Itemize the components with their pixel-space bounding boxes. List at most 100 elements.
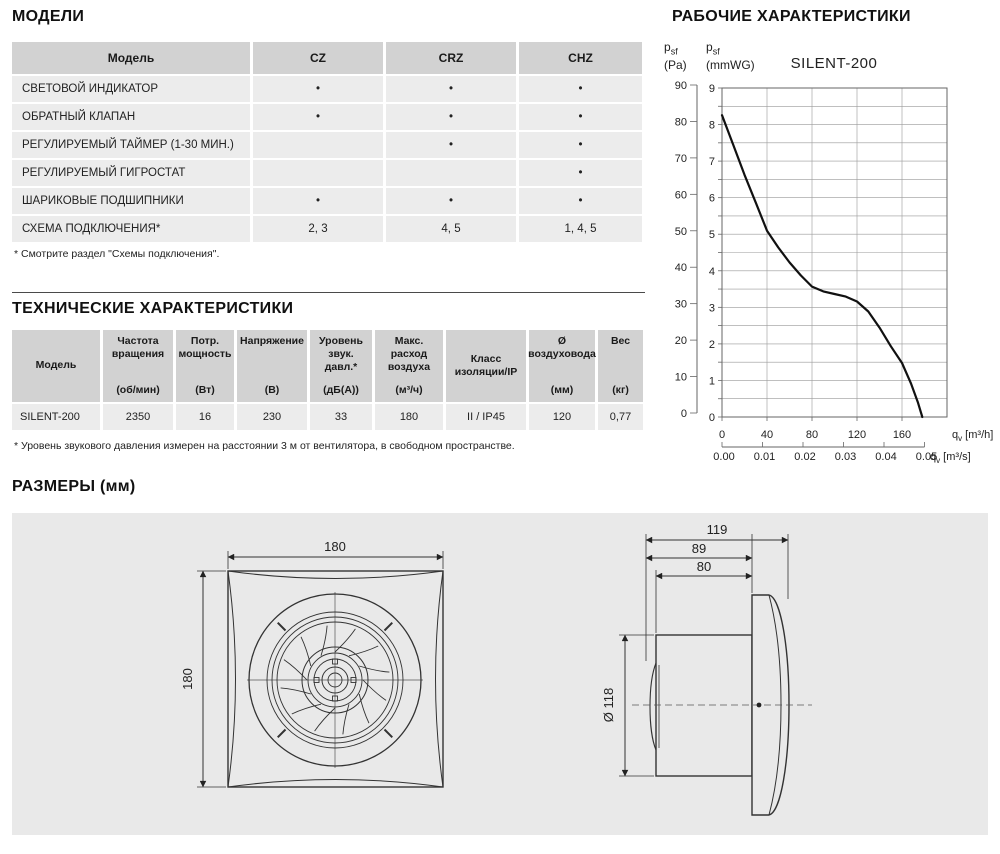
feature-cell: •: [386, 104, 516, 130]
axis-tick-label: 40: [761, 429, 773, 441]
fan-blades: [280, 625, 390, 735]
chart-mark: [348, 645, 379, 657]
x-axis-unit: qv [m³/h]: [952, 429, 993, 443]
feature-cell: •: [519, 160, 642, 186]
axis-tick-label: 3: [709, 302, 715, 314]
tech-cell-model: SILENT-200: [12, 404, 100, 430]
axis-tick-label: 0: [681, 408, 687, 420]
axis-tick-label: 50: [675, 226, 687, 238]
feature-label: ОБРАТНЫЙ КЛАПАН: [12, 104, 250, 130]
tech-cell: 33: [310, 404, 372, 430]
axis-tick-label: 80: [675, 116, 687, 128]
feature-cell: •: [386, 132, 516, 158]
axis-tick-label: 6: [709, 193, 715, 205]
axis-tick-label: 90: [675, 80, 687, 92]
feature-label: СХЕМА ПОДКЛЮЧЕНИЯ*: [12, 216, 250, 242]
tech-cell: 120: [529, 404, 595, 430]
chart-mark: [277, 728, 287, 738]
mmwg-axis-caption: psf (mmWG): [706, 40, 755, 72]
side-diameter-dim-label: Ø 118: [601, 688, 616, 722]
axis-tick-label: 0.05: [916, 451, 937, 463]
models-col-header: CRZ: [386, 42, 516, 74]
chart-mark: [320, 625, 328, 656]
section-divider: [12, 292, 645, 293]
feature-cell: 4, 5: [386, 216, 516, 242]
tech-section-title: ТЕХНИЧЕСКИЕ ХАРАКТЕРИСТИКИ: [12, 300, 294, 317]
axis-tick-label: 1: [709, 375, 715, 387]
tech-cell: 16: [176, 404, 234, 430]
axis-tick-label: 7: [709, 156, 715, 168]
axis-tick-label: 20: [675, 335, 687, 347]
axis-tick-label: 120: [848, 429, 866, 441]
chart-mark: [342, 704, 350, 735]
axis-tick-label: 5: [709, 229, 715, 241]
models-table: Модель CZ CRZ CHZ СВЕТОВОЙ ИНДИКАТОР • •…: [12, 42, 642, 242]
chart-mark: [314, 707, 336, 732]
axis-tick-label: 0.02: [794, 451, 815, 463]
x2-axis-unit: qv [m³/s]: [930, 451, 971, 465]
chart-mark: [359, 665, 390, 673]
feature-cell: 1, 4, 5: [519, 216, 642, 242]
performance-chart: SILENT-200 98765432109080706050403020100…: [675, 55, 994, 465]
axis-tick-label: 70: [675, 153, 687, 165]
axis-tick-label: 0.04: [875, 451, 896, 463]
tech-footnote: * Уровень звукового давления измерен на …: [14, 440, 515, 452]
tech-col-header: Напряжение (В): [237, 330, 307, 402]
axis-tick-label: 8: [709, 120, 715, 132]
chart-mark: [383, 622, 393, 632]
tech-cell: 180: [375, 404, 443, 430]
performance-section-title: РАБОЧИЕ ХАРАКТЕРИСТИКИ: [672, 8, 911, 25]
feature-label: РЕГУЛИРУЕМЫЙ ТАЙМЕР (1-30 МИН.): [12, 132, 250, 158]
tech-cell: 230: [237, 404, 307, 430]
axis-tick-label: 2: [709, 339, 715, 351]
feature-cell: 2, 3: [253, 216, 383, 242]
chart-curve: [720, 114, 924, 419]
dimensions-section-title: РАЗМЕРЫ (мм): [12, 478, 136, 495]
fan-side-view: [619, 534, 812, 816]
tech-col-header: Макс. расход воздуха (м³/ч): [375, 330, 443, 402]
drawing-panel-bg: [12, 513, 988, 835]
feature-cell: [253, 160, 383, 186]
chart-mark: [358, 693, 370, 724]
feature-cell: •: [386, 188, 516, 214]
chart-title: SILENT-200: [791, 55, 878, 72]
axis-tick-label: 60: [675, 189, 687, 201]
axis-tick-label: 0: [719, 429, 725, 441]
dimensions-drawing: 180 180 119 89 80 Ø 118: [12, 513, 988, 835]
feature-cell: •: [519, 188, 642, 214]
axis-tick-label: 0.01: [754, 451, 775, 463]
performance-curve: [720, 114, 924, 419]
tech-col-header: Модель: [12, 330, 100, 402]
side-mid-dim-label: 89: [692, 541, 706, 556]
feature-label: СВЕТОВОЙ ИНДИКАТОР: [12, 76, 250, 102]
chart-mark: [383, 728, 393, 738]
chart-mark: [280, 687, 311, 695]
feature-cell: •: [519, 104, 642, 130]
tech-cell: 2350: [103, 404, 173, 430]
feature-label: ШАРИКОВЫЕ ПОДШИПНИКИ: [12, 188, 250, 214]
tech-col-header: Класс изоляции/IP: [446, 330, 526, 402]
tech-cell: II / IP45: [446, 404, 526, 430]
side-depth-dim-label: 119: [707, 522, 728, 537]
axis-tick-label: 160: [893, 429, 911, 441]
axis-tick-label: 0.00: [713, 451, 734, 463]
chart-mark: [283, 659, 308, 681]
feature-cell: [253, 132, 383, 158]
axis-tick-label: 30: [675, 299, 687, 311]
front-width-dim-label: 180: [324, 539, 346, 554]
tech-col-header: Частота вращения (об/мин): [103, 330, 173, 402]
feature-label: РЕГУЛИРУЕМЫЙ ГИГРОСТАТ: [12, 160, 250, 186]
side-duct-dim-label: 80: [697, 559, 711, 574]
models-footnote: * Смотрите раздел "Схемы подключения".: [14, 248, 220, 260]
feature-cell: •: [253, 76, 383, 102]
grille-ticks: [277, 622, 393, 738]
models-col-header: CZ: [253, 42, 383, 74]
axis-tick-label: 0.03: [835, 451, 856, 463]
tech-col-header: Уровень звук. давл.* (дБ(А)): [310, 330, 372, 402]
chart-mark: [334, 628, 356, 653]
axis-tick-label: 40: [675, 262, 687, 274]
axis-tick-label: 0: [709, 412, 715, 424]
axis-tick-label: 10: [675, 372, 687, 384]
chart-mark: [362, 679, 387, 701]
